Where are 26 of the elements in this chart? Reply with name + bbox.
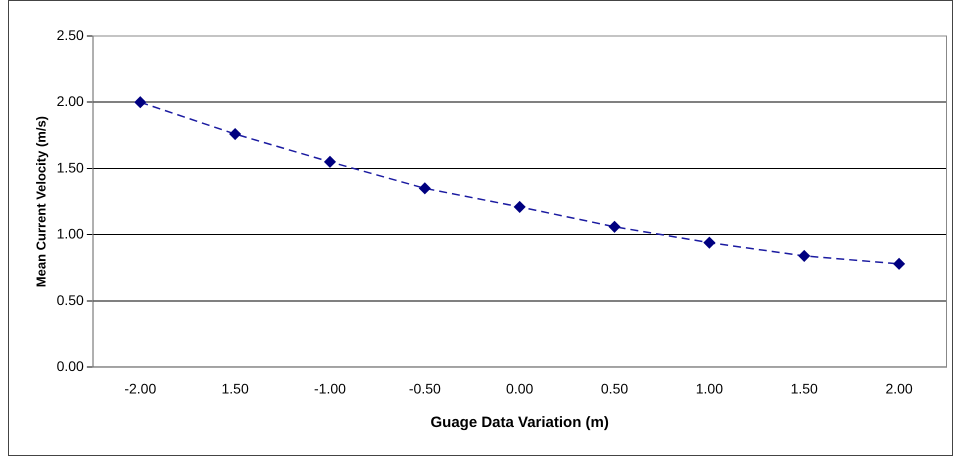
x-tick-label: 1.00 bbox=[696, 380, 724, 396]
point bbox=[229, 128, 241, 140]
y-tick-label: 1.50 bbox=[56, 159, 84, 176]
x-axis-title: Guage Data Variation (m) bbox=[430, 414, 609, 432]
point bbox=[419, 182, 431, 194]
x-tick-label: 0.00 bbox=[506, 380, 534, 396]
point bbox=[514, 201, 526, 213]
x-tick-label: -0.50 bbox=[408, 380, 441, 396]
x-tick-label: 0.50 bbox=[600, 380, 628, 396]
y-tick-label: 0.50 bbox=[56, 292, 84, 308]
point bbox=[798, 250, 810, 262]
y-tick-label: 2.50 bbox=[56, 26, 84, 43]
y-tick-label: 2.00 bbox=[56, 93, 84, 110]
y-axis-title: Mean Current Velocity (m/s) bbox=[33, 116, 48, 288]
y-tick-label: 0.00 bbox=[56, 358, 84, 374]
point bbox=[324, 156, 336, 168]
x-tick-label: 1.50 bbox=[790, 380, 818, 396]
point bbox=[608, 221, 620, 233]
y-tick-label: 1.00 bbox=[56, 226, 84, 242]
x-tick-label: -2.00 bbox=[124, 380, 156, 396]
x-tick-label: 2.00 bbox=[885, 380, 913, 396]
point bbox=[704, 236, 716, 248]
point bbox=[134, 96, 146, 108]
point bbox=[893, 258, 905, 270]
x-tick-label: -1.00 bbox=[314, 380, 346, 396]
x-tick-label: 1.50 bbox=[222, 380, 249, 396]
